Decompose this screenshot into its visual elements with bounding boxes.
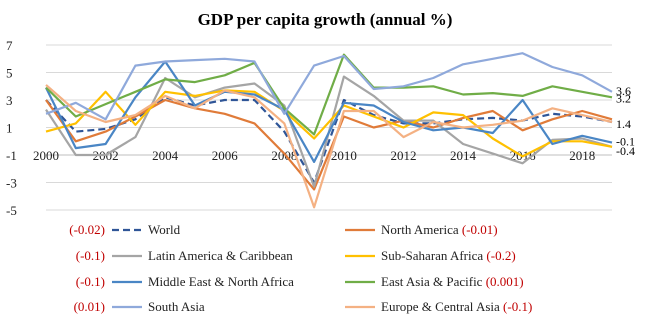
legend-item: (-0.02) World (69, 222, 180, 237)
end-value-label: 1.4 (616, 117, 631, 131)
legend-trend-value: (-0.02) (69, 222, 105, 237)
end-labels: 3.63.2 1.4 -0.1-0.4 (616, 84, 635, 158)
series-line-world (45, 96, 613, 184)
legend-label: South Asia (148, 299, 205, 314)
series-line-europe-central-asia (45, 84, 613, 209)
x-tick-label: 2010 (331, 148, 357, 163)
end-value-label: -0.1 (616, 135, 635, 149)
chart-title: GDP per capita growth (annual %) (198, 10, 453, 29)
legend-label: Sub-Saharan Africa (-0.2) (381, 248, 516, 263)
legend-trend-value: (0.01) (74, 299, 105, 314)
legend: (-0.02) World North America (-0.01) (-0.1) L… (69, 222, 532, 314)
x-tick-label: 2012 (390, 148, 416, 163)
legend-item: Sub-Saharan Africa (-0.2) (345, 248, 516, 263)
y-tick-label: 1 (6, 121, 13, 136)
y-tick-label: -5 (6, 203, 17, 218)
series-lines (45, 52, 613, 209)
legend-item: East Asia & Pacific (0.001) (345, 274, 524, 289)
legend-label-name: East Asia & Pacific (381, 274, 486, 289)
x-tick-label: 2000 (33, 148, 59, 163)
legend-trend-value: (-0.1) (76, 274, 105, 289)
y-tick-label: 5 (6, 66, 13, 81)
x-tick-label: 2006 (212, 148, 239, 163)
y-axis: 7 5 3 1 -1 -3 -5 (6, 38, 17, 218)
legend-trend-value: (-0.1) (503, 299, 532, 314)
legend-item: Europe & Central Asia (-0.1) (345, 299, 532, 314)
y-tick-label: -1 (6, 148, 17, 163)
series-line-east-asia-pacific (45, 53, 613, 136)
legend-item: (-0.1) Middle East & North Africa (76, 274, 294, 289)
legend-trend-value: (-0.1) (76, 248, 105, 263)
series-line-south-asia (45, 52, 613, 121)
x-tick-label: 2008 (271, 148, 297, 163)
legend-label-name: North America (381, 222, 462, 237)
end-value-label: 3.6 (616, 84, 631, 98)
legend-label: World (148, 222, 181, 237)
legend-trend-value: (0.001) (486, 274, 524, 289)
end-value-label: -0.4 (616, 144, 635, 158)
end-value-label: 3.2 (616, 91, 631, 105)
legend-label: Europe & Central Asia (-0.1) (381, 299, 532, 314)
legend-trend-value: (-0.01) (462, 222, 498, 237)
x-tick-label: 2004 (152, 148, 179, 163)
legend-label-name: Europe & Central Asia (381, 299, 503, 314)
series-line-north-america (45, 98, 613, 191)
x-tick-label: 2018 (569, 148, 595, 163)
legend-item: (0.01) South Asia (74, 299, 205, 314)
legend-label: Middle East & North Africa (148, 274, 294, 289)
x-tick-label: 2014 (450, 148, 477, 163)
y-tick-label: 3 (6, 93, 13, 108)
y-tick-label: -3 (6, 176, 17, 191)
legend-item: (-0.1) Latin America & Caribbean (76, 248, 294, 263)
legend-trend-value: (-0.2) (486, 248, 515, 263)
series-line-sub-saharan-africa (45, 89, 613, 158)
legend-label: East Asia & Pacific (0.001) (381, 274, 524, 289)
series-line-middle-east-north-africa (45, 60, 613, 163)
legend-label: Latin America & Caribbean (148, 248, 293, 263)
legend-item: North America (-0.01) (345, 222, 498, 237)
legend-label-name: Sub-Saharan Africa (381, 248, 486, 263)
y-tick-label: 7 (6, 38, 13, 53)
legend-label: North America (-0.01) (381, 222, 498, 237)
